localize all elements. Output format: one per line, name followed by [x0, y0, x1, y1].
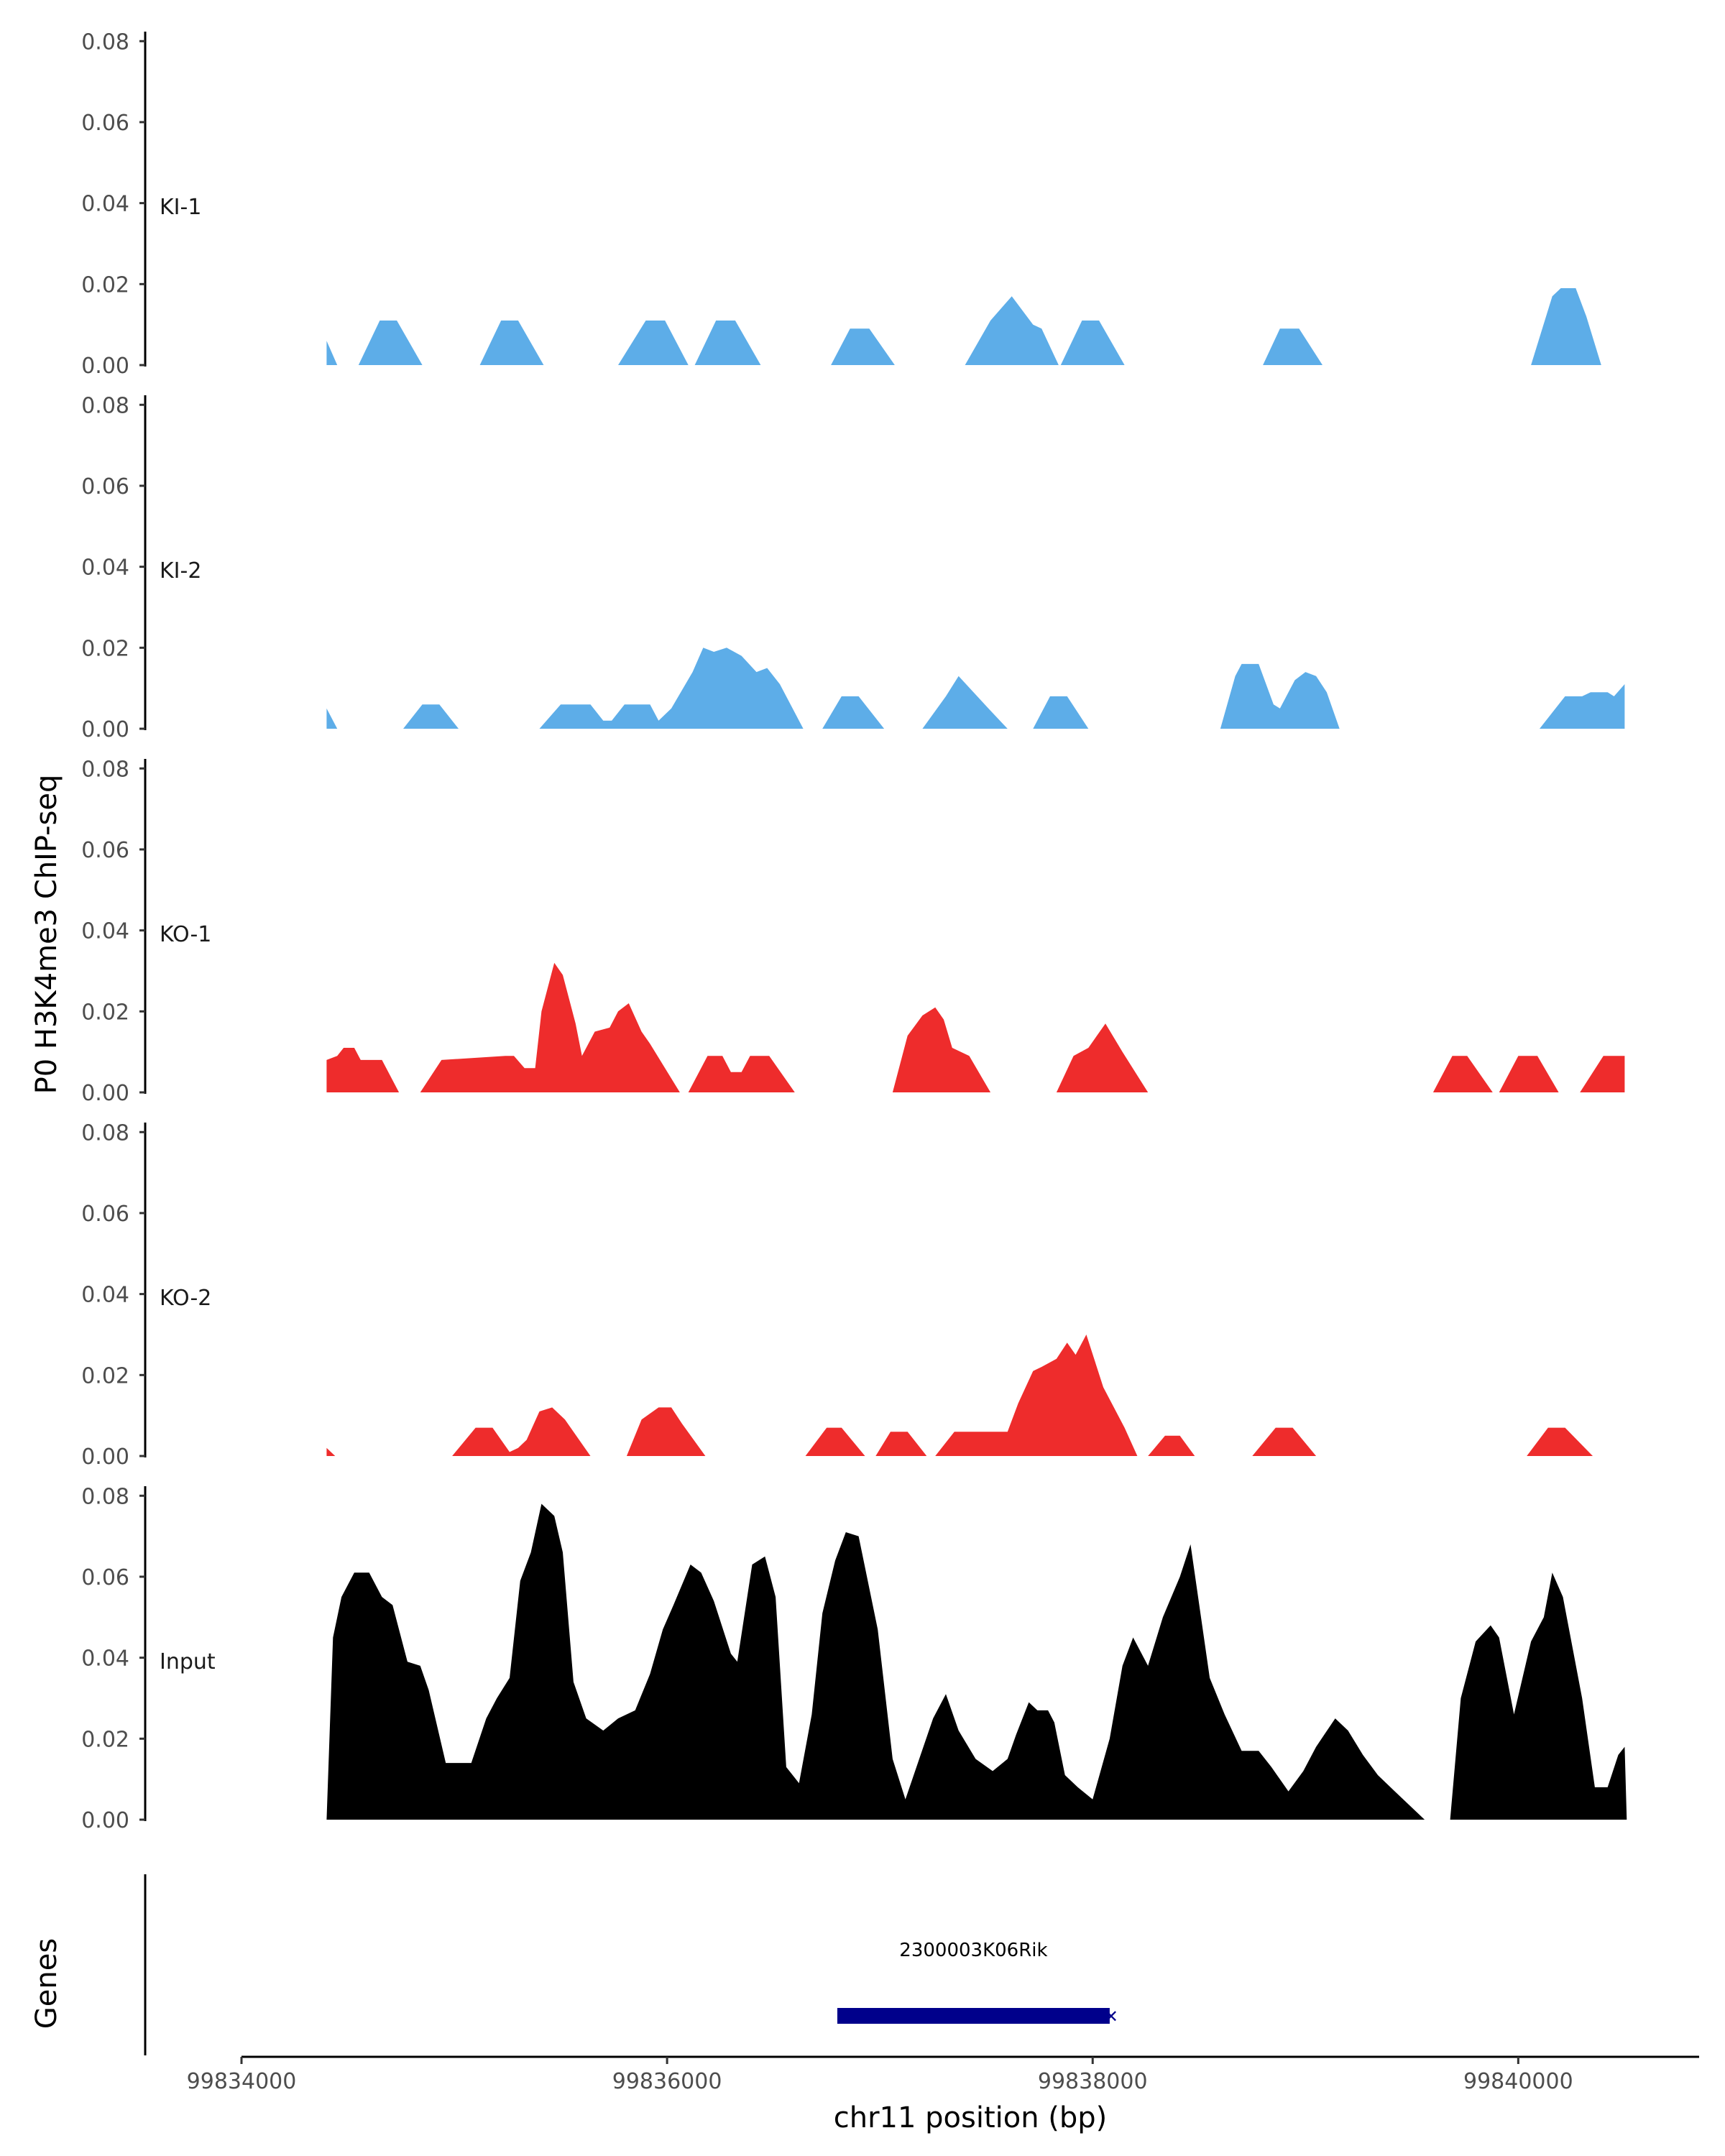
signal-area-ko-2-9: [1527, 1427, 1593, 1456]
y-tick-label: 0.00: [81, 354, 129, 379]
track-input: 0.00 0.02 0.04 0.06 0.08 Input: [81, 1484, 1627, 1833]
signal-area-ki-2-1: [326, 708, 338, 729]
signal-area-ki-2-7: [1220, 663, 1340, 729]
signal-area-ki-1-3: [479, 321, 544, 365]
signal-area-ki-2-2: [403, 704, 459, 729]
signal-area-ki-1-6: [831, 328, 895, 365]
x-tick-label: 99838000: [1038, 2069, 1148, 2094]
signal-area-ko-1-1: [326, 1048, 400, 1092]
y-tick-label: 0.04: [81, 192, 129, 217]
signal-area-ko-2-5: [875, 1432, 927, 1456]
signal-area-ko-1-4: [892, 1007, 991, 1092]
y-tick-label: 0.08: [81, 29, 129, 55]
track-label: KO-1: [160, 922, 211, 947]
signal-area-ki-1-5: [694, 321, 761, 365]
signal-area-ko-1-7: [1499, 1056, 1559, 1092]
track-label: Input: [160, 1649, 216, 1674]
y-tick-label: 0.04: [81, 1283, 129, 1308]
signal-area-ki-2-8: [1540, 684, 1625, 729]
track-label: KI-2: [160, 558, 201, 584]
y-tick-label: 0.02: [81, 272, 129, 298]
x-tick-label: 99840000: [1463, 2069, 1573, 2094]
signal-area-ki-1-2: [358, 321, 423, 365]
y-tick-label: 0.00: [81, 717, 129, 742]
signal-area-input-1: [326, 1503, 1425, 1820]
y-tick-label: 0.04: [81, 1646, 129, 1672]
gene-body: [837, 2008, 1110, 2024]
signal-area-ko-2-6: [935, 1335, 1138, 1456]
signal-area-ko-2-4: [805, 1427, 865, 1456]
signal-area-ki-1-1: [326, 341, 338, 365]
y-tick-label: 0.06: [81, 1202, 129, 1227]
x-axis: 99834000 99836000 99838000 99840000: [187, 2055, 1699, 2094]
track-label: KO-2: [160, 1286, 211, 1311]
genes-panel: Genes 2300003K06Rik ✕: [30, 1874, 1118, 2055]
signal-area-ko-2-1: [326, 1447, 336, 1456]
y-tick-label: 0.08: [81, 1120, 129, 1146]
y-tick-label: 0.02: [81, 1363, 129, 1388]
signal-area-ko-1-3: [688, 1056, 795, 1092]
y-tick-label: 0.02: [81, 1000, 129, 1025]
signal-area-ki-1-7: [965, 296, 1059, 365]
gene-label: 2300003K06Rik: [899, 1940, 1047, 1961]
signal-area-ko-1-2: [420, 962, 680, 1092]
gene-strand-marker: ✕: [1104, 2007, 1118, 2027]
y-tick-label: 0.00: [81, 1081, 129, 1106]
signal-area-ki-2-3: [539, 648, 804, 729]
y-tick-label: 0.06: [81, 838, 129, 863]
y-tick-label: 0.08: [81, 393, 129, 418]
signal-area-ko-2-2: [452, 1407, 591, 1456]
signal-area-ki-1-4: [618, 321, 689, 365]
y-tick-label: 0.06: [81, 474, 129, 499]
y-axis-title: P0 H3K4me3 ChIP-seq: [30, 775, 63, 1095]
signal-area-ko-2-7: [1148, 1435, 1195, 1456]
signal-area-ko-1-6: [1432, 1056, 1493, 1092]
x-axis-title: chr11 position (bp): [834, 2101, 1108, 2134]
signal-area-ko-1-8: [1580, 1056, 1625, 1092]
track-label: KI-1: [160, 195, 201, 220]
y-tick-label: 0.06: [81, 1565, 129, 1590]
signal-area-ko-2-8: [1252, 1427, 1317, 1456]
track-panels: 0.00 0.02 0.04 0.06 0.08 KI-1 0.00 0.02 0.04 0.06…: [81, 29, 1627, 1833]
signal-area-ko-2-3: [626, 1407, 706, 1456]
track-ki-2: 0.00 0.02 0.04 0.06 0.08 KI-2: [81, 393, 1625, 742]
y-tick-label: 0.06: [81, 111, 129, 136]
signal-area-input-2: [1450, 1572, 1627, 1820]
y-tick-label: 0.08: [81, 1484, 129, 1509]
signal-area-ki-1-8: [1060, 321, 1125, 365]
y-tick-label: 0.00: [81, 1445, 129, 1470]
track-ko-2: 0.00 0.02 0.04 0.06 0.08 KO-2: [81, 1120, 1593, 1470]
signal-area-ko-1-5: [1056, 1023, 1149, 1092]
x-tick-label: 99834000: [187, 2069, 297, 2094]
y-tick-label: 0.02: [81, 1727, 129, 1752]
y-tick-label: 0.08: [81, 757, 129, 782]
signal-area-ki-2-4: [822, 696, 885, 729]
signal-area-ki-1-10: [1531, 288, 1601, 365]
y-tick-label: 0.04: [81, 556, 129, 581]
signal-area-ki-2-5: [922, 676, 1008, 729]
y-tick-label: 0.00: [81, 1808, 129, 1833]
y-tick-label: 0.02: [81, 636, 129, 661]
signal-area-ki-2-6: [1033, 696, 1089, 729]
genes-axis-title: Genes: [30, 1938, 63, 2029]
y-tick-label: 0.04: [81, 919, 129, 944]
signal-area-ki-1-9: [1263, 328, 1322, 365]
track-ko-1: 0.00 0.02 0.04 0.06 0.08 KO-1: [81, 757, 1625, 1106]
x-tick-label: 99836000: [612, 2069, 722, 2094]
track-ki-1: 0.00 0.02 0.04 0.06 0.08 KI-1: [81, 29, 1601, 379]
